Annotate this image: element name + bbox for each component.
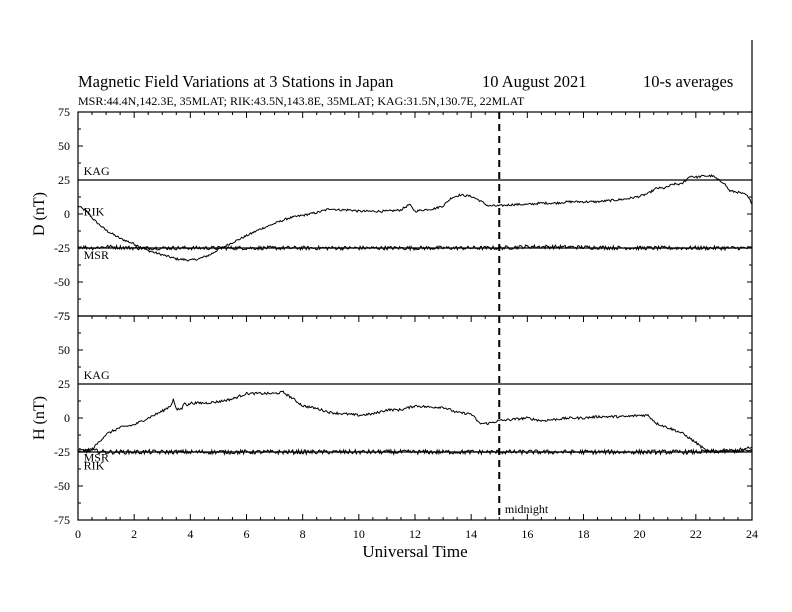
y-tick-label: -50 bbox=[54, 275, 70, 289]
annotation-rik: RIK bbox=[84, 204, 105, 218]
annotation-msr: MSR bbox=[84, 248, 109, 262]
plot-frame bbox=[77, 315, 753, 521]
y-axis-label: D (nT) bbox=[31, 192, 48, 236]
x-tick-label: 4 bbox=[187, 527, 193, 541]
y-tick-label: -25 bbox=[54, 241, 70, 255]
series-rik bbox=[77, 445, 753, 456]
panel-d: 75 50 25 0 -25 -50 -75 D (nT) KAG RIK MSR bbox=[31, 105, 753, 323]
y-axis-label: H (nT) bbox=[31, 396, 48, 440]
annotation-rik: RIK bbox=[84, 459, 105, 473]
y-tick-label: 25 bbox=[58, 377, 70, 391]
annotation-msr: MSR bbox=[84, 451, 109, 465]
y-tick-label: 0 bbox=[64, 207, 70, 221]
chart-date: 10 August 2021 bbox=[482, 72, 587, 91]
chart-title: Magnetic Field Variations at 3 Stations … bbox=[78, 72, 394, 91]
x-tick-label: 16 bbox=[521, 527, 533, 541]
y-tick-label: -75 bbox=[54, 513, 70, 527]
annotation-kag: KAG bbox=[84, 164, 110, 178]
averaging-label: 10-s averages bbox=[643, 72, 734, 91]
x-tick-label: 18 bbox=[578, 527, 590, 541]
y-tick-label: -50 bbox=[54, 479, 70, 493]
station-info: MSR:44.4N,142.3E, 35MLAT; RIK:43.5N,143.… bbox=[78, 94, 525, 108]
y-tick-label: 25 bbox=[58, 173, 70, 187]
x-tick-label: 24 bbox=[746, 527, 758, 541]
annotation-midnight: midnight bbox=[505, 502, 549, 516]
y-tick-label: -75 bbox=[54, 309, 70, 323]
series-rik bbox=[77, 174, 753, 262]
y-tick-label: 50 bbox=[58, 343, 70, 357]
x-tick-label: 14 bbox=[465, 527, 477, 541]
x-tick-label: 10 bbox=[353, 527, 365, 541]
y-tick-label: 50 bbox=[58, 139, 70, 153]
series-msr bbox=[77, 243, 753, 252]
series-msr bbox=[77, 390, 753, 454]
x-tick-label: 22 bbox=[690, 527, 702, 541]
y-tick-label: 75 bbox=[58, 105, 70, 119]
y-tick-label: 0 bbox=[64, 411, 70, 425]
y-tick-label: -25 bbox=[54, 445, 70, 459]
plot-frame bbox=[77, 111, 753, 317]
x-tick-label: 12 bbox=[409, 527, 421, 541]
x-tick-label: 2 bbox=[131, 527, 137, 541]
annotation-kag: KAG bbox=[84, 368, 110, 382]
x-tick-label: 20 bbox=[634, 527, 646, 541]
y-tick-label: 75 bbox=[58, 309, 70, 323]
x-tick-label: 8 bbox=[300, 527, 306, 541]
x-tick-label: 0 bbox=[75, 527, 81, 541]
x-tick-label: 6 bbox=[244, 527, 250, 541]
x-axis-label: Universal Time bbox=[362, 542, 467, 561]
